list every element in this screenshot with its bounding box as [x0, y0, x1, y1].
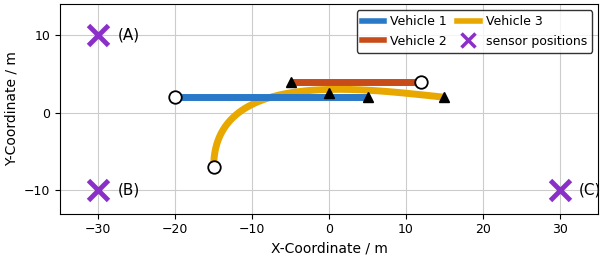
Text: (C): (C)	[579, 183, 601, 198]
Text: (A): (A)	[117, 28, 140, 43]
Y-axis label: Y-Coordinate / m: Y-Coordinate / m	[4, 51, 18, 166]
X-axis label: X-Coordinate / m: X-Coordinate / m	[271, 242, 387, 256]
Legend: Vehicle 1, Vehicle 2, Vehicle 3, sensor positions: Vehicle 1, Vehicle 2, Vehicle 3, sensor …	[356, 10, 592, 53]
Text: (B): (B)	[117, 183, 140, 198]
